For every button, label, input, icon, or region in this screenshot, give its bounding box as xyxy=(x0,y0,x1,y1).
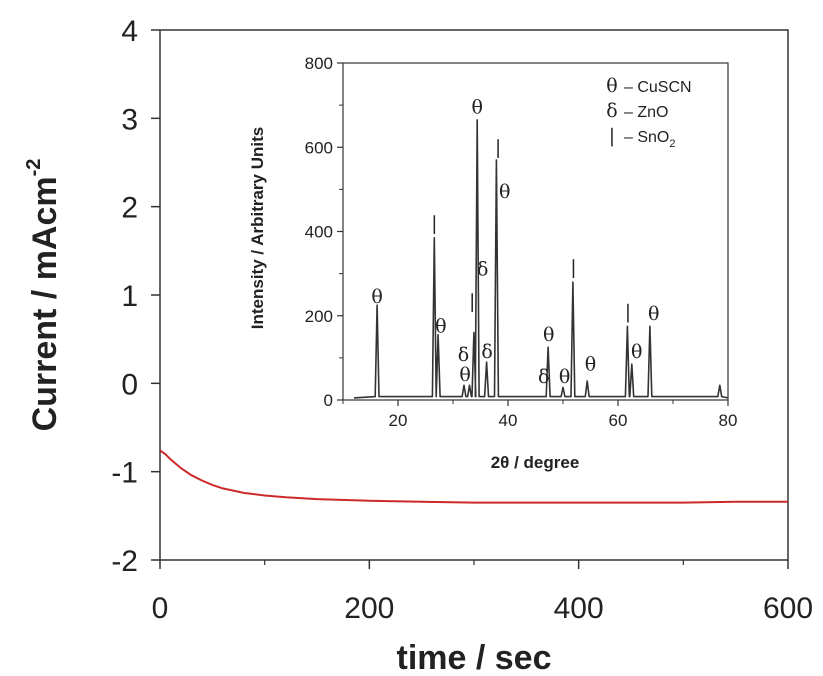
inset-axis-ticks xyxy=(337,62,729,406)
inset-y-tick-label: 400 xyxy=(305,223,333,242)
peak-label: θ xyxy=(499,181,510,203)
y-axis-title: Current / mAcm-2 xyxy=(23,159,64,432)
peak-label: | xyxy=(431,212,437,234)
x-tick-label: 600 xyxy=(763,592,813,625)
peak-label: θ xyxy=(471,97,482,119)
peak-label: | xyxy=(495,137,501,159)
inset-x-axis-title: 2θ / degree xyxy=(491,453,580,472)
y-tick-label: 1 xyxy=(121,280,138,313)
inset-x-tick-label: 80 xyxy=(719,411,738,430)
legend-label: – ZnO xyxy=(624,104,668,121)
x-axis-title: time / sec xyxy=(397,639,552,676)
peak-label: δ xyxy=(481,341,492,363)
legend-symbol: θ xyxy=(606,75,617,97)
main-axis-ticks xyxy=(151,29,789,569)
inset-x-tick-label: 40 xyxy=(499,411,518,430)
legend-label: – CuSCN xyxy=(624,79,692,96)
peak-label: θ xyxy=(648,303,659,325)
peak-label: | xyxy=(469,290,475,312)
peak-label: δ xyxy=(477,259,488,281)
peak-label: θ xyxy=(435,316,446,338)
peak-label: θ xyxy=(585,354,596,376)
peak-label: θ xyxy=(631,341,642,363)
x-tick-label: 400 xyxy=(554,592,604,625)
inset-background xyxy=(343,63,728,400)
inset-x-tick-label: 60 xyxy=(609,411,628,430)
x-tick-label: 0 xyxy=(152,592,169,625)
xrd-pattern-line xyxy=(353,119,729,399)
legend-symbol: | xyxy=(609,125,615,147)
y-tick-label: 0 xyxy=(121,368,138,401)
inset-y-axis-title: Intensity / Arbitrary Units xyxy=(248,127,267,329)
legend-symbol: δ xyxy=(606,100,617,122)
peak-label: θ xyxy=(459,364,470,386)
inset-y-tick-label: 200 xyxy=(305,307,333,326)
y-tick-label: -1 xyxy=(111,457,138,490)
inset-y-tick-label: 600 xyxy=(305,138,333,157)
inset-legend: θ – CuSCN δ – ZnO | – SnO2 xyxy=(606,75,691,150)
legend-label: – SnO2 xyxy=(624,129,675,150)
peak-label: δ xyxy=(538,366,549,388)
peak-label: | xyxy=(570,257,576,279)
y-tick-label: 3 xyxy=(121,103,138,136)
inset-x-tick-label: 20 xyxy=(389,411,408,430)
inset-y-tick-label: 800 xyxy=(305,54,333,73)
y-tick-label: 2 xyxy=(121,192,138,225)
x-tick-label: 200 xyxy=(344,592,394,625)
inset-y-tick-label: 0 xyxy=(324,391,333,410)
current-series-line xyxy=(159,449,788,504)
y-tick-label: 4 xyxy=(121,15,138,48)
peak-label: θ xyxy=(559,366,570,388)
peak-label: δ xyxy=(458,344,469,366)
peak-label: θ xyxy=(371,286,382,308)
y-tick-label: -2 xyxy=(111,545,138,578)
peak-label: θ xyxy=(543,324,554,346)
peak-label: | xyxy=(625,301,631,323)
